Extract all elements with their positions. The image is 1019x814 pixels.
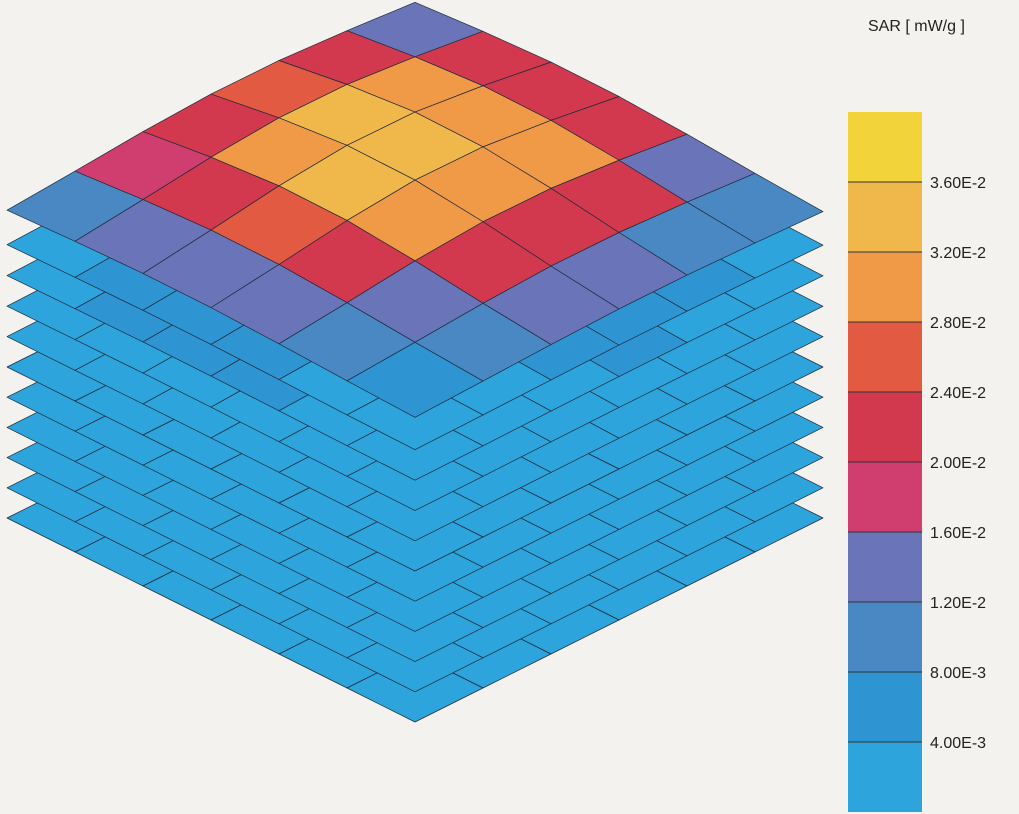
colorbar-tick-label: 3.20E-2 <box>930 245 986 262</box>
colorbar-tick-label: 3.60E-2 <box>930 175 986 192</box>
colorbar-tick-label: 2.40E-2 <box>930 385 986 402</box>
sar-cell <box>346 341 484 418</box>
colorbar-band <box>848 252 922 322</box>
sar-3d-plot <box>6 1 824 723</box>
colorbar-band <box>848 672 922 742</box>
colorbar-band <box>848 182 922 252</box>
colorbar-band <box>848 532 922 602</box>
colorbar-tick-label: 4.00E-3 <box>930 735 986 752</box>
colorbar-tick-label: 1.20E-2 <box>930 595 986 612</box>
colorbar-tick-label: 2.00E-2 <box>930 455 986 472</box>
colorbar-band <box>848 322 922 392</box>
colorbar-tick-label: 1.60E-2 <box>930 525 986 542</box>
colorbar-title: SAR [ mW/g ] <box>868 18 965 35</box>
colorbar-band <box>848 462 922 532</box>
colorbar-band <box>848 602 922 672</box>
sar-slice <box>6 1 824 418</box>
colorbar-band <box>848 392 922 462</box>
colorbar-tick-label: 8.00E-3 <box>930 665 986 682</box>
colorbar-band <box>848 112 922 182</box>
colorbar: 3.60E-2 3.20E-2 2.80E-2 2.40E-2 2.00E-2 1.60E… <box>848 112 986 812</box>
colorbar-tick-label: 2.80E-2 <box>930 315 986 332</box>
colorbar-band <box>848 742 922 812</box>
